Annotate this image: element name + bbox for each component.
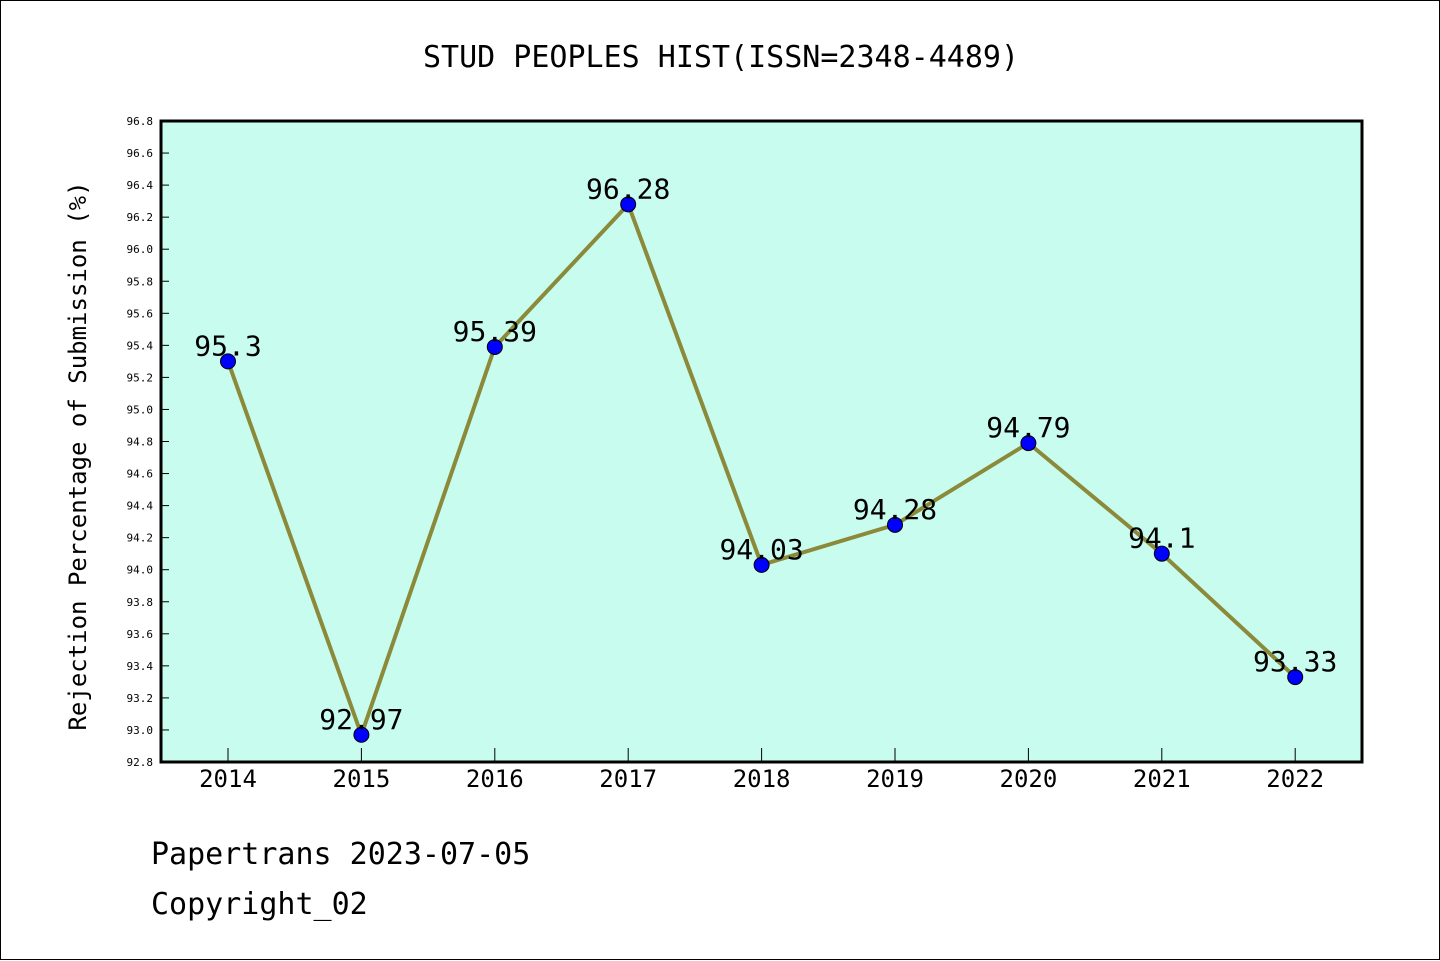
- y-tick-label: 93.8: [127, 596, 154, 609]
- data-point: [620, 196, 637, 213]
- x-tick-label: 2018: [733, 765, 791, 793]
- data-point: [1020, 435, 1037, 452]
- data-label: 95.3: [194, 329, 261, 362]
- y-tick-label: 94.0: [127, 564, 154, 577]
- y-tick-label: 94.6: [127, 468, 154, 481]
- y-tick-label: 94.2: [127, 532, 154, 545]
- x-tick-label: 2020: [1000, 765, 1058, 793]
- data-point: [887, 516, 903, 533]
- y-tick-label: 93.0: [127, 724, 154, 737]
- footer-copyright: Copyright_02: [151, 887, 368, 922]
- data-point: [1287, 669, 1304, 686]
- data-label: 93.33: [1253, 645, 1337, 678]
- data-markers: [220, 196, 1304, 743]
- y-axis: 92.8 93.0 93.2 93.4 93.6 93.8 94.0 94.2 94.4 94.6…: [127, 115, 169, 769]
- y-tick-label: 95.2: [127, 371, 154, 384]
- x-tick-label: 2016: [466, 765, 524, 793]
- data-label: 94.03: [719, 533, 803, 566]
- x-tick-label: 2019: [866, 765, 924, 793]
- y-tick-label: 95.6: [127, 307, 154, 320]
- y-tick-label: 92.8: [127, 756, 154, 769]
- data-label: 94.79: [986, 411, 1070, 444]
- x-tick-label: 2021: [1133, 765, 1191, 793]
- x-tick-label: 2017: [599, 765, 657, 793]
- x-tick-label: 2014: [199, 765, 257, 793]
- y-tick-label: 96.4: [127, 179, 154, 192]
- y-tick-label: 93.4: [127, 660, 154, 673]
- y-tick-label: 96.8: [127, 115, 154, 128]
- y-tick-label: 96.6: [127, 147, 154, 160]
- footer-source: Papertrans 2023-07-05: [151, 837, 531, 872]
- plot-area: [159, 119, 1364, 764]
- y-tick-label: 94.4: [127, 500, 154, 513]
- data-label: 95.39: [453, 315, 537, 348]
- x-tick-label: 2022: [1266, 765, 1324, 793]
- data-labels: 95.3 92.97 95.39 96.28 94.03 94.28 94.79 94.1 93…: [194, 172, 1337, 735]
- y-tick-label: 96.2: [127, 211, 154, 224]
- y-axis-label: Rejection Percentage of Submission (%): [64, 181, 92, 730]
- data-point: [353, 726, 370, 743]
- y-tick-label: 93.6: [127, 628, 154, 641]
- data-label: 92.97: [319, 703, 403, 736]
- y-tick-label: 95.8: [127, 275, 154, 288]
- chart-title: STUD PEOPLES HIST(ISSN=2348-4489): [423, 40, 1019, 75]
- data-point: [1153, 545, 1170, 562]
- y-tick-label: 96.0: [127, 243, 154, 256]
- y-tick-label: 95.0: [127, 403, 154, 416]
- data-label: 96.28: [586, 172, 670, 205]
- data-point: [753, 556, 770, 573]
- y-tick-label: 93.2: [127, 692, 154, 705]
- x-tick-label: 2015: [333, 765, 391, 793]
- data-label: 94.28: [853, 493, 937, 526]
- data-point: [220, 353, 236, 370]
- y-tick-label: 95.4: [127, 339, 154, 352]
- x-axis: 2014 2015 2016 2017 2018 2019 2020 2021 2022: [199, 748, 1324, 793]
- data-point: [486, 338, 503, 355]
- data-label: 94.1: [1128, 522, 1195, 555]
- y-tick-label: 94.8: [127, 436, 154, 449]
